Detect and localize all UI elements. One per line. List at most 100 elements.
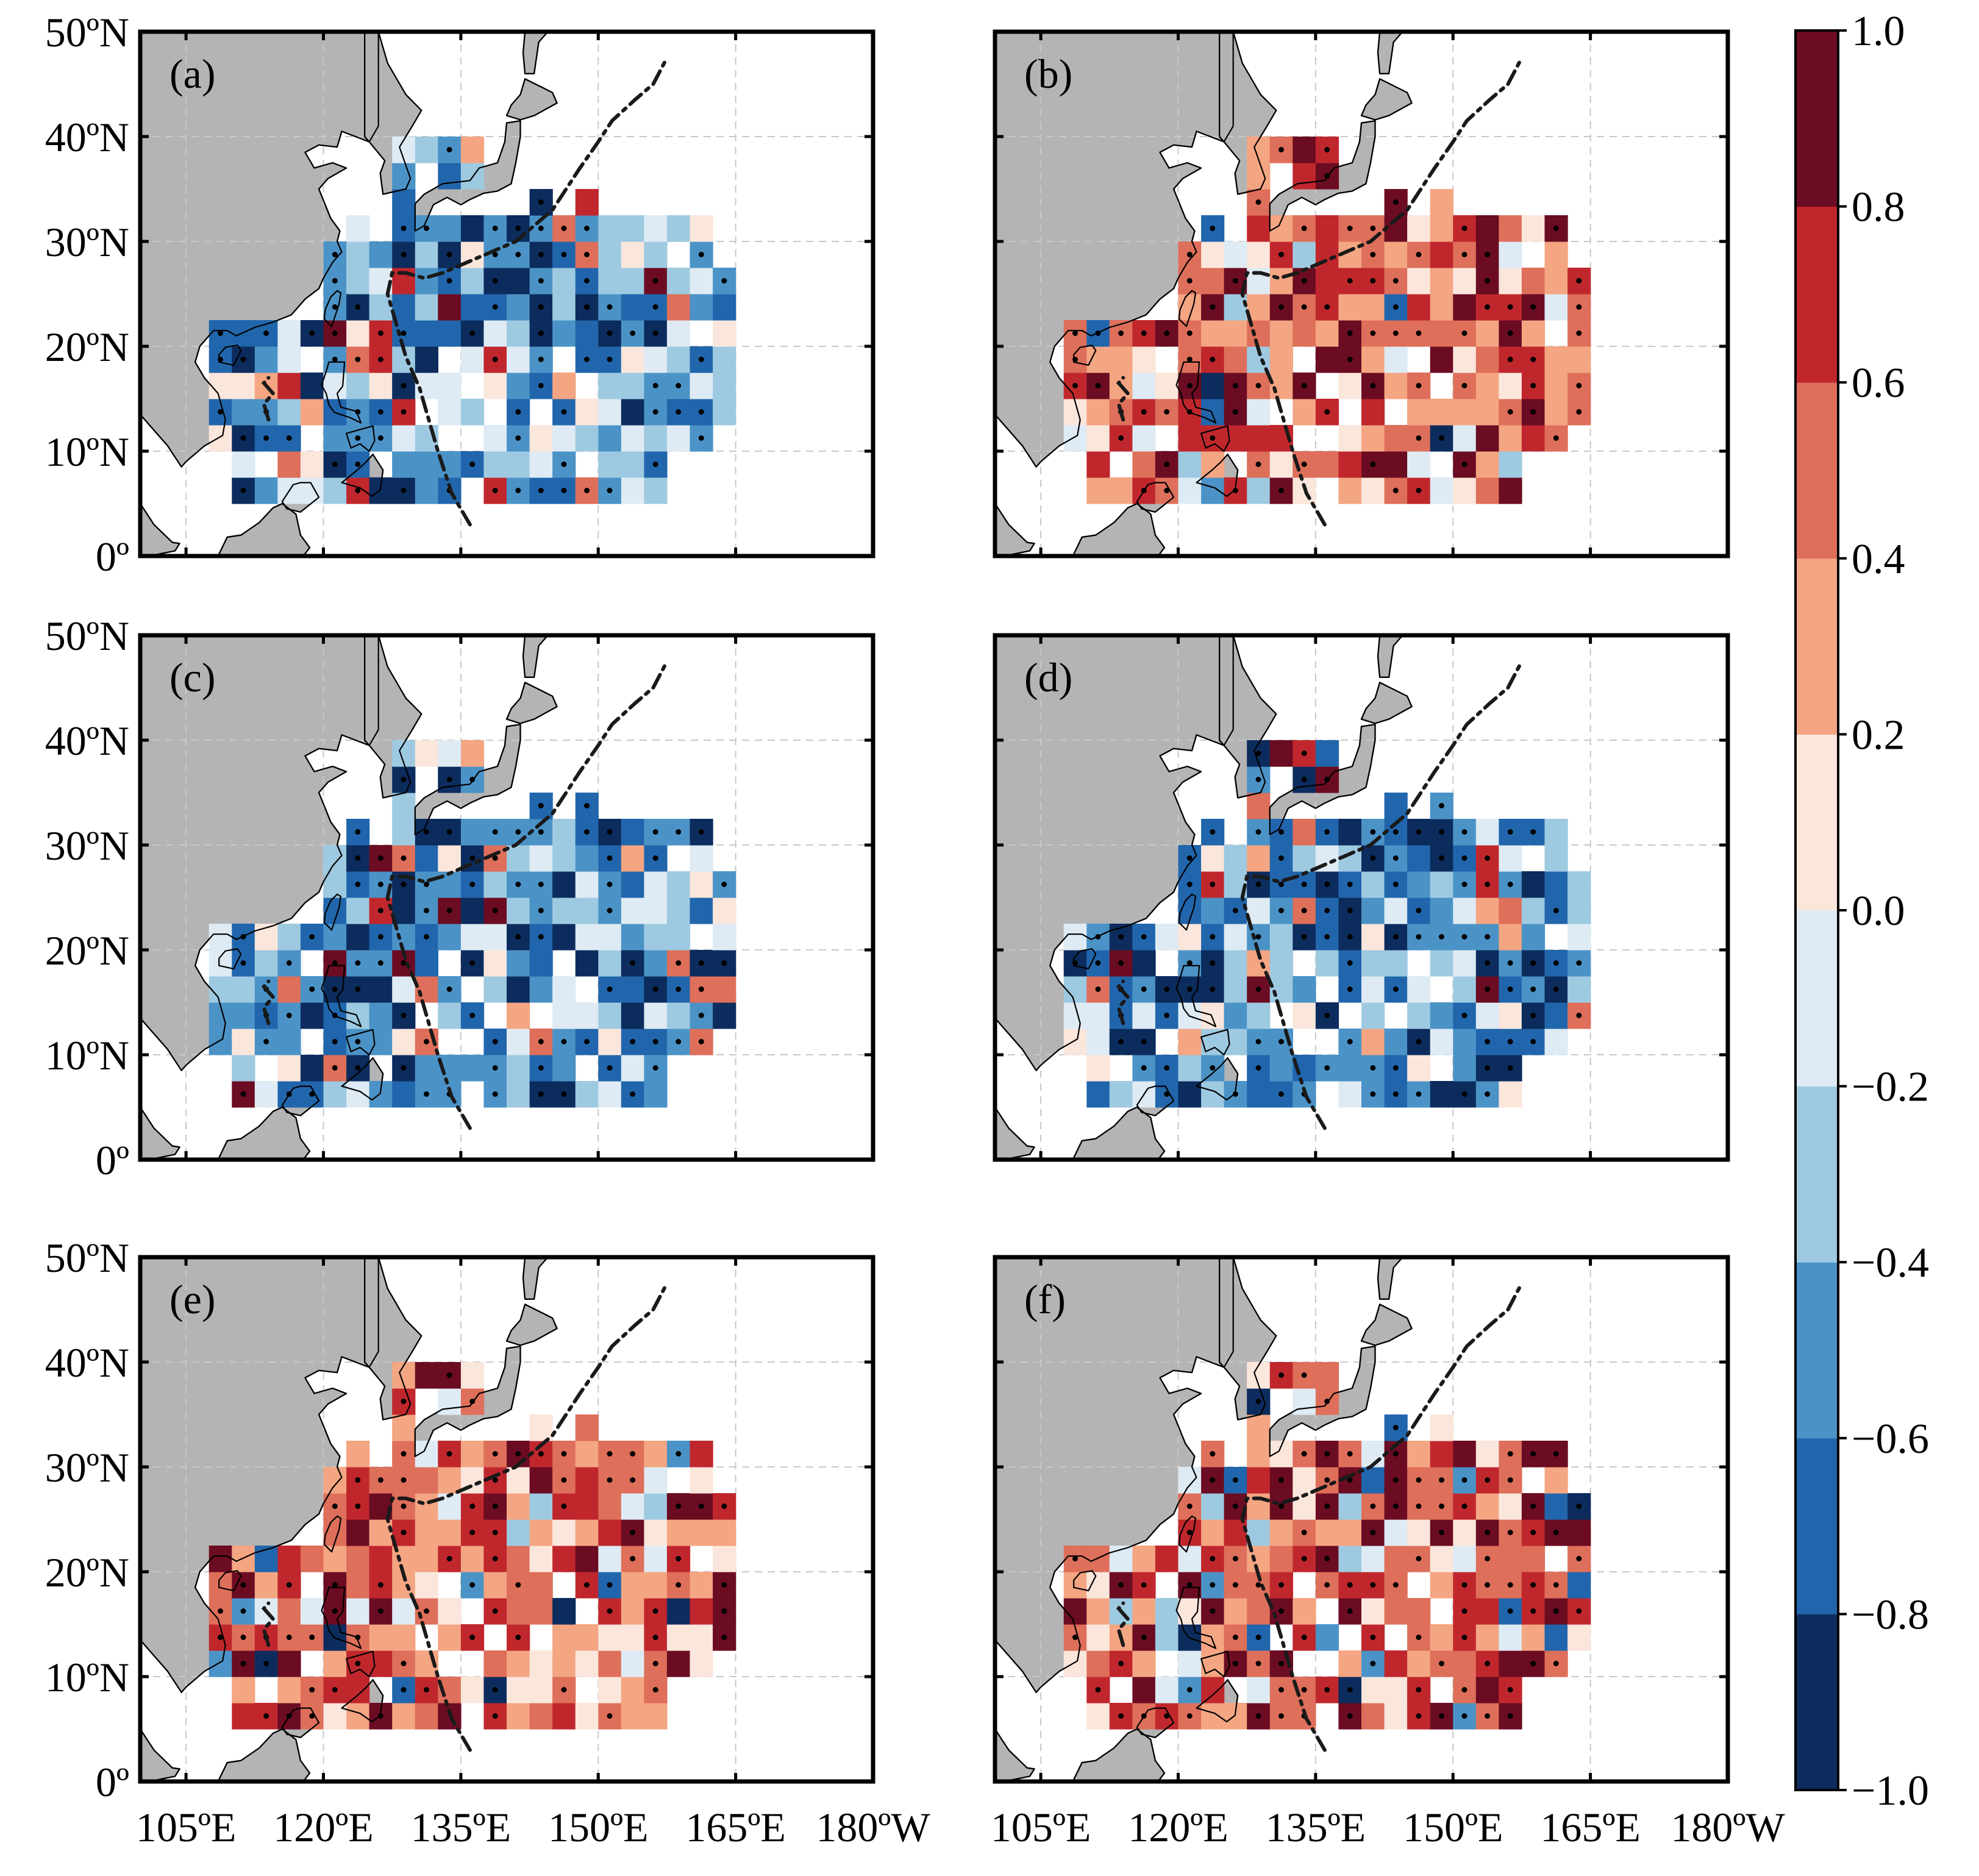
significance-dot <box>332 1608 338 1614</box>
significance-dot <box>240 435 246 441</box>
significance-dot <box>1324 1477 1330 1483</box>
heat-cell <box>483 871 507 898</box>
heat-cell <box>1567 924 1591 950</box>
heat-cell <box>415 1546 438 1572</box>
significance-dot <box>218 1635 223 1640</box>
heat-cell <box>1475 425 1499 452</box>
significance-dot <box>1210 435 1216 441</box>
significance-dot <box>1210 934 1216 940</box>
heat-cell <box>209 1650 232 1677</box>
heat-cell <box>232 1029 255 1055</box>
significance-dot <box>515 1582 521 1588</box>
significance-dot <box>1301 1556 1307 1561</box>
significance-dot <box>446 1451 452 1457</box>
significance-dot <box>1347 960 1353 966</box>
heat-cell <box>460 137 485 163</box>
significance-dot <box>538 1065 544 1071</box>
colorbar-segment <box>1795 382 1838 559</box>
heat-cell <box>1293 241 1316 268</box>
heat-cell <box>1315 740 1339 767</box>
significance-dot <box>1416 435 1422 441</box>
heat-cell <box>1475 215 1499 242</box>
heat-cell <box>346 1519 370 1546</box>
heat-cell <box>1293 1002 1316 1029</box>
significance-dot <box>1530 986 1536 992</box>
significance-dot <box>515 435 521 441</box>
significance-dot <box>309 986 315 992</box>
significance-dot <box>607 908 613 913</box>
heat-cell <box>438 740 462 767</box>
significance-dot <box>1210 960 1216 966</box>
significance-dot <box>1485 934 1491 940</box>
heat-cell <box>1269 924 1293 950</box>
significance-dot <box>584 1582 590 1588</box>
x-tick-label: 165ºE <box>685 1804 786 1850</box>
heat-cell <box>277 1677 301 1703</box>
heat-cell <box>438 373 462 399</box>
heat-cell <box>1224 1598 1247 1625</box>
heat-cell <box>1475 399 1499 426</box>
heat-cell <box>1475 451 1499 478</box>
heat-cell <box>575 425 599 452</box>
significance-dot <box>1278 252 1284 257</box>
significance-dot <box>240 1091 246 1097</box>
significance-dot <box>401 960 407 966</box>
heat-cell <box>1544 1029 1568 1055</box>
significance-dot <box>377 908 383 913</box>
significance-dot <box>1186 1687 1193 1692</box>
significance-dot <box>355 304 361 310</box>
significance-dot <box>1324 1582 1330 1588</box>
significance-dot <box>1416 252 1422 257</box>
significance-dot <box>446 777 452 782</box>
coastline <box>995 1257 1234 1693</box>
heat-cell <box>209 950 232 977</box>
significance-dot <box>469 462 476 467</box>
significance-dot <box>332 357 338 362</box>
heat-cell <box>598 1650 622 1677</box>
significance-dot <box>1232 409 1238 415</box>
heat-cell <box>1475 1624 1499 1651</box>
coastline <box>1200 1029 1230 1056</box>
significance-dot <box>1118 435 1124 441</box>
heat-cell <box>1247 1598 1271 1625</box>
significance-dots <box>218 147 727 493</box>
colorbar-segment <box>1795 206 1838 383</box>
heat-cell <box>1109 477 1133 504</box>
significance-dot <box>355 1635 361 1640</box>
significance-dot <box>1118 1039 1124 1044</box>
coastline <box>414 120 521 232</box>
heat-cell <box>277 1055 301 1082</box>
heat-cell <box>644 241 668 268</box>
significance-dot <box>1255 751 1261 756</box>
coastline <box>217 1728 311 1781</box>
significance-dot <box>1461 1608 1467 1614</box>
significance-dot <box>561 252 567 257</box>
heat-cell <box>460 1362 485 1389</box>
heat-cell <box>1247 793 1271 819</box>
significance-dot <box>1278 1582 1284 1588</box>
heat-cell <box>1361 976 1385 1003</box>
coastline <box>505 78 558 121</box>
significance-dot <box>401 777 407 782</box>
significance-dot <box>492 1451 498 1457</box>
heat-cell <box>1407 1650 1431 1677</box>
heat-cell <box>666 1650 691 1677</box>
heat-cell <box>1407 976 1431 1003</box>
significance-dot <box>1301 1451 1307 1457</box>
coastline <box>364 32 423 195</box>
heat-cell <box>1521 924 1546 950</box>
significance-dot <box>1255 829 1261 835</box>
significance-dot <box>1507 330 1513 336</box>
significance-dot <box>607 986 613 992</box>
significance-dot <box>355 829 361 835</box>
y-tick-label: 20ºN <box>45 927 129 974</box>
heat-cell <box>598 1677 622 1703</box>
significance-dot <box>424 882 429 887</box>
significance-dot <box>286 960 292 966</box>
boundary-dash-line <box>1240 1282 1524 1752</box>
coastline-overlay <box>995 1257 1413 1781</box>
heat-cell <box>621 1493 644 1520</box>
heat-cell <box>1499 1493 1522 1520</box>
heat-cell <box>575 845 599 872</box>
heat-cell <box>1269 1055 1293 1082</box>
